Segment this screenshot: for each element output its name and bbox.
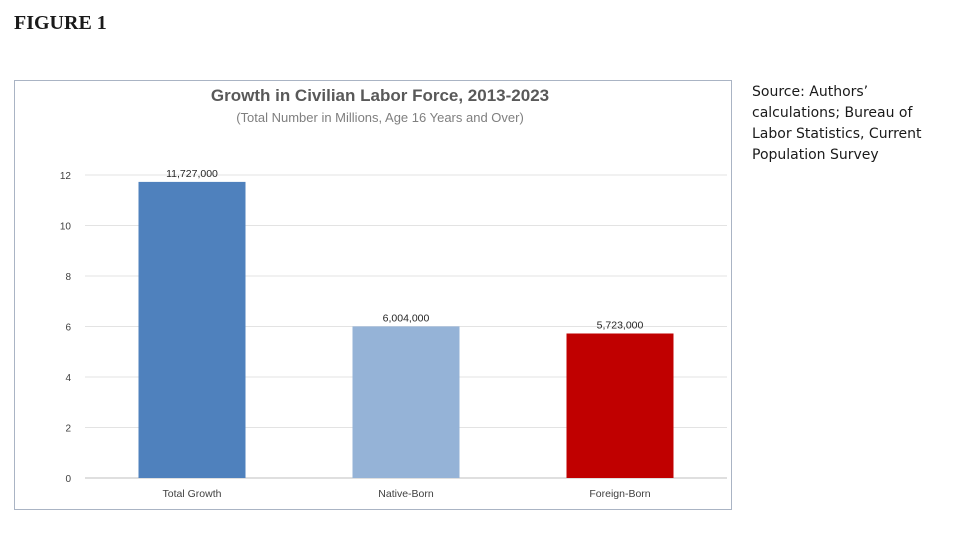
bars	[138, 181, 674, 478]
data-label: 5,723,000	[597, 319, 644, 331]
data-label: 11,727,000	[166, 168, 218, 180]
bar-total-growth	[138, 181, 246, 478]
chart-title: Growth in Civilian Labor Force, 2013-202…	[211, 86, 549, 105]
y-tick-label: 2	[65, 424, 71, 435]
y-tick-label: 0	[65, 474, 71, 485]
y-tick-label: 4	[65, 373, 71, 384]
figure-label: FIGURE 1	[14, 12, 107, 34]
x-category-label: Foreign-Born	[589, 488, 650, 500]
source-note: Source: Authors’ calculations; Bureau of…	[752, 84, 922, 163]
chart-subtitle: (Total Number in Millions, Age 16 Years …	[236, 110, 524, 125]
y-tick-label: 12	[60, 171, 72, 182]
y-tick-label: 6	[65, 323, 71, 334]
bar-native-born	[352, 326, 460, 478]
data-label: 6,004,000	[383, 312, 430, 324]
x-category-label: Native-Born	[378, 488, 434, 500]
bar-foreign-born	[566, 333, 674, 478]
x-category-label: Total Growth	[163, 488, 222, 500]
chart-canvas: Growth in Civilian Labor Force, 2013-202…	[60, 86, 727, 500]
bar-chart: Growth in Civilian Labor Force, 2013-202…	[14, 80, 732, 510]
labels: 0 2 4 6 8 10 12 11,727,000 Total Growth 6,004,000…	[60, 168, 651, 500]
y-tick-label: 10	[60, 222, 72, 233]
y-tick-label: 8	[65, 272, 71, 283]
